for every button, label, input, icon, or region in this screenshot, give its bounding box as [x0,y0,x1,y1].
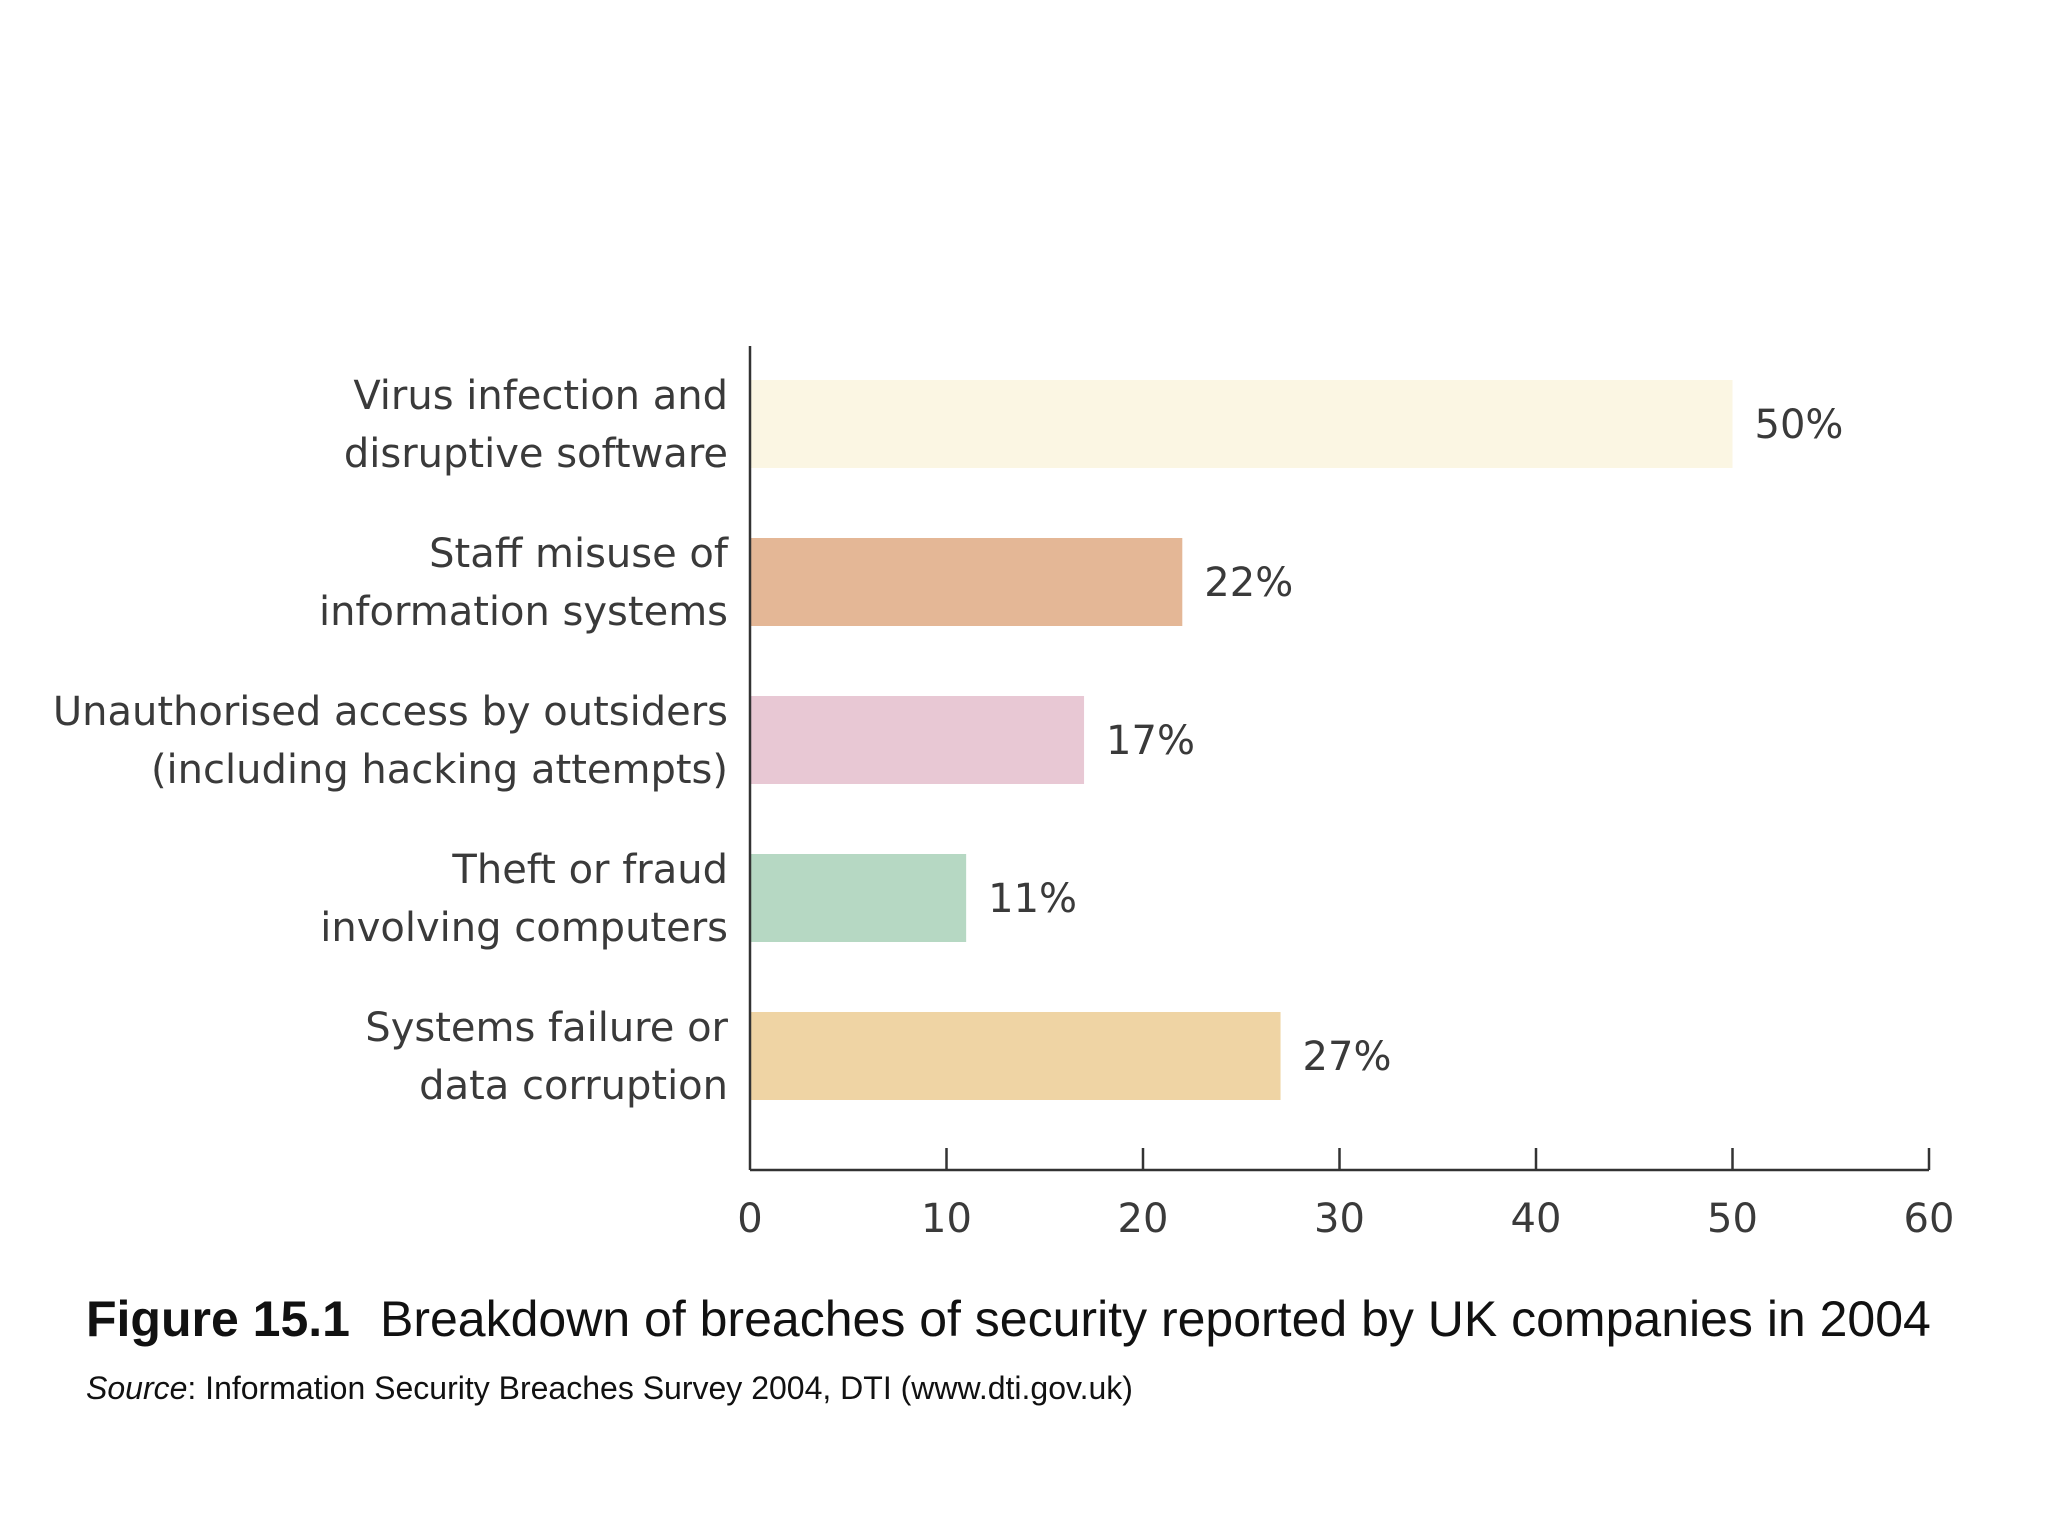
category-label: Unauthorised access by outsiders [53,689,728,735]
bar [750,380,1733,468]
category-label: disruptive software [344,431,728,477]
category-label: involving computers [320,905,728,951]
category-label: Systems failure or [365,1005,728,1051]
x-tick-label: 30 [1314,1196,1365,1242]
bar-chart: Virus infection and disruptive software St… [53,346,1954,1242]
source-label: Source [86,1370,188,1406]
category-label: Theft or fraud [451,847,728,893]
source-text: : Information Security Breaches Survey 2… [187,1370,1133,1406]
data-label: 27% [1303,1034,1392,1080]
x-tick-label: 50 [1707,1196,1758,1242]
category-label: (including hacking attempts) [151,747,728,793]
category-labels: Virus infection and disruptive software St… [53,373,729,1109]
data-label: 50% [1755,402,1844,448]
bar [750,696,1085,784]
x-tick-label: 0 [737,1196,762,1242]
bar [750,1012,1281,1100]
figure-source: Source: Information Security Breaches Su… [86,1370,1133,1407]
x-tick-label: 10 [921,1196,972,1242]
data-label: 11% [988,876,1077,922]
x-tick-label: 60 [1904,1196,1955,1242]
figure-number: Figure 15.1 [86,1291,350,1347]
axes: 0 10 20 30 40 50 60 [737,346,1954,1242]
category-label: information systems [319,589,728,635]
x-tick-label: 40 [1511,1196,1562,1242]
data-label: 17% [1106,718,1195,764]
x-tick-label: 20 [1118,1196,1169,1242]
data-label: 22% [1204,560,1293,606]
category-label: data corruption [419,1063,728,1109]
category-label: Staff misuse of [429,531,729,577]
bar [750,854,967,942]
figure-title: Breakdown of breaches of security report… [380,1291,1931,1347]
category-label: Virus infection and [353,373,728,419]
figure-caption: Figure 15.1 Breakdown of breaches of secu… [86,1290,1931,1348]
bar [750,538,1183,626]
bar-group [750,380,1733,1100]
value-labels: 50% 22% 17% 11% 27% [988,402,1843,1080]
